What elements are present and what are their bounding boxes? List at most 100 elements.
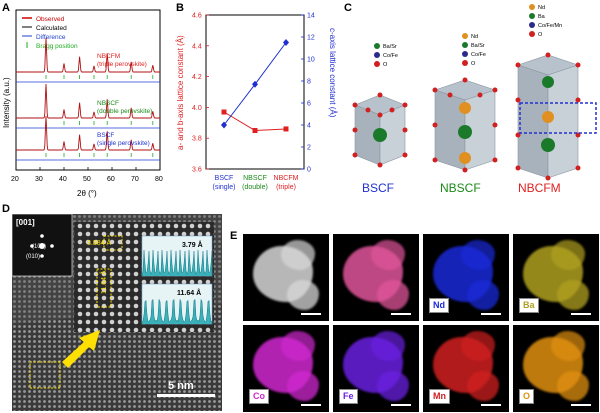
svg-text:Ba/Sr: Ba/Sr bbox=[383, 44, 397, 50]
tem-image: [001] (100) (010) 3.884 Å 11.64 Å 3.79 Å… bbox=[12, 214, 222, 411]
selection-box bbox=[29, 361, 61, 389]
eds-scale-bar bbox=[481, 404, 501, 406]
panel-label-b: B bbox=[176, 2, 184, 14]
eds-element-label: Fe bbox=[339, 389, 358, 404]
sample-name-nbcfm: NBCFM bbox=[97, 53, 120, 60]
eds-scale-bar bbox=[481, 313, 501, 315]
svg-text:Co/Fe: Co/Fe bbox=[471, 52, 486, 58]
ytick-right: 10 bbox=[307, 57, 315, 64]
legend-bscf: Ba/Sr Co/Fe O bbox=[374, 43, 398, 68]
svg-text:O: O bbox=[538, 32, 543, 38]
eds-element-label: Co bbox=[249, 389, 269, 404]
ytick-right: 6 bbox=[307, 101, 311, 108]
eds-map-overlay bbox=[333, 234, 419, 321]
ytick-right: 2 bbox=[307, 145, 311, 152]
ytick-right: 14 bbox=[307, 13, 315, 20]
xrd-xtick-label: 60 bbox=[107, 176, 115, 183]
structure-figure: Ba/Sr Co/Fe O Nd Ba/Sr Co/Fe O Nd Ba Co/… bbox=[352, 4, 597, 195]
ytick-right: 4 bbox=[307, 123, 311, 130]
svg-text:Co/Fe: Co/Fe bbox=[383, 53, 398, 59]
xrd-xlabel: 2θ (°) bbox=[77, 189, 97, 198]
svg-text:Nd: Nd bbox=[471, 34, 478, 40]
ytick-left: 3.6 bbox=[192, 167, 202, 174]
svg-text:O: O bbox=[383, 62, 388, 68]
ytick-right: 8 bbox=[307, 79, 311, 86]
point-ab-axis bbox=[252, 128, 258, 133]
category-label-sub: (double) bbox=[242, 184, 268, 191]
profile-inset-1: 3.79 Å bbox=[141, 235, 213, 277]
category-label-sub: (triple) bbox=[276, 184, 296, 191]
legend-bragg: Bragg position bbox=[36, 43, 78, 50]
sample-desc-nbscf: (double perovskite) bbox=[97, 108, 152, 115]
svg-text:O: O bbox=[471, 61, 476, 67]
eds-scale-bar bbox=[391, 313, 411, 315]
structure-name-nbcfm: NBCFM bbox=[518, 181, 561, 195]
zoom-arrow-icon bbox=[62, 330, 100, 368]
xrd-ylabel: Intensity (a.u.) bbox=[2, 77, 11, 128]
ytick-left: 4.4 bbox=[192, 43, 202, 50]
legend-nbcfm: Nd Ba Co/Fe/Mn O bbox=[529, 4, 562, 38]
svg-text:Co/Fe/Mn: Co/Fe/Mn bbox=[538, 23, 562, 29]
sample-name-bscf: BSCF bbox=[97, 132, 114, 139]
structure-nbscf bbox=[432, 77, 498, 173]
spacing-1: 3.884 Å bbox=[87, 238, 111, 247]
ytick-left: 4.0 bbox=[192, 105, 202, 112]
svg-text:11.64 Å: 11.64 Å bbox=[177, 288, 201, 297]
scale-bar-label: 5 nm bbox=[168, 380, 194, 392]
point-c-axis bbox=[221, 121, 227, 129]
xrd-legend: Observed Calculated Difference Bragg pos… bbox=[22, 16, 78, 50]
eds-scale-bar bbox=[301, 313, 321, 315]
structure-name-bscf: BSCF bbox=[362, 181, 394, 195]
xrd-xtick-label: 50 bbox=[83, 176, 91, 183]
eds-scale-bar bbox=[571, 404, 591, 406]
svg-text:3.79 Å: 3.79 Å bbox=[182, 240, 203, 249]
xrd-trace bbox=[16, 115, 160, 151]
series-line bbox=[223, 111, 287, 132]
eds-map-nd: Nd bbox=[423, 234, 509, 321]
category-label-sub: (single) bbox=[213, 184, 236, 191]
eds-scale-bar bbox=[571, 313, 591, 315]
xrd-xtick-label: 20 bbox=[11, 176, 19, 183]
sample-name-nbscf: NBSCF bbox=[97, 100, 119, 107]
eds-map-haadf bbox=[243, 234, 329, 321]
point-ab-axis bbox=[283, 126, 289, 132]
structure-bscf bbox=[352, 92, 408, 168]
xrd-plot: Observed Calculated Difference Bragg pos… bbox=[2, 9, 163, 198]
eds-map-ba: Ba bbox=[513, 234, 599, 321]
legend-nbscf: Nd Ba/Sr Co/Fe O bbox=[462, 33, 486, 67]
scale-bar bbox=[157, 394, 215, 397]
ytick-right: 0 bbox=[307, 167, 311, 174]
eds-scale-bar bbox=[391, 404, 411, 406]
ytick-left: 3.8 bbox=[192, 136, 202, 143]
xrd-trace bbox=[16, 37, 160, 73]
ytick-right: 12 bbox=[307, 35, 315, 42]
xrd-trace bbox=[16, 83, 160, 119]
point-c-axis bbox=[283, 39, 289, 46]
eds-element-label: Nd bbox=[429, 298, 449, 313]
ylabel-left: a- and b-axis lattice constant (Å) bbox=[176, 35, 185, 150]
eds-map-co: Co bbox=[243, 325, 329, 412]
sample-desc-nbcfm: (triple perovskite) bbox=[97, 61, 147, 68]
spacing-2: 11.64 Å bbox=[99, 270, 108, 294]
xrd-xtick-label: 80 bbox=[155, 176, 163, 183]
xrd-xtick-label: 40 bbox=[59, 176, 67, 183]
zone-axis: [001] bbox=[16, 218, 35, 227]
category-label: BSCF bbox=[215, 175, 234, 182]
eds-map-o: O bbox=[513, 325, 599, 412]
eds-scale-bar bbox=[301, 404, 321, 406]
ytick-left: 4.6 bbox=[192, 13, 202, 20]
structure-nbcfm bbox=[515, 52, 597, 181]
legend-calculated: Calculated bbox=[36, 25, 67, 32]
panel-label-c: C bbox=[344, 2, 352, 14]
eds-element-label: Ba bbox=[519, 298, 539, 313]
svg-text:Nd: Nd bbox=[538, 5, 545, 11]
highlight-box bbox=[519, 102, 597, 134]
eds-map-mn: Mn bbox=[423, 325, 509, 412]
panel-label-d: D bbox=[2, 203, 10, 215]
panel-label-e: E bbox=[230, 230, 238, 242]
eds-element-label: O bbox=[519, 389, 535, 404]
ytick-left: 4.2 bbox=[192, 74, 202, 81]
eds-element-label: Mn bbox=[429, 389, 450, 404]
sample-desc-bscf: (single perovskite) bbox=[97, 140, 150, 147]
structure-name-nbscf: NBSCF bbox=[440, 181, 481, 195]
